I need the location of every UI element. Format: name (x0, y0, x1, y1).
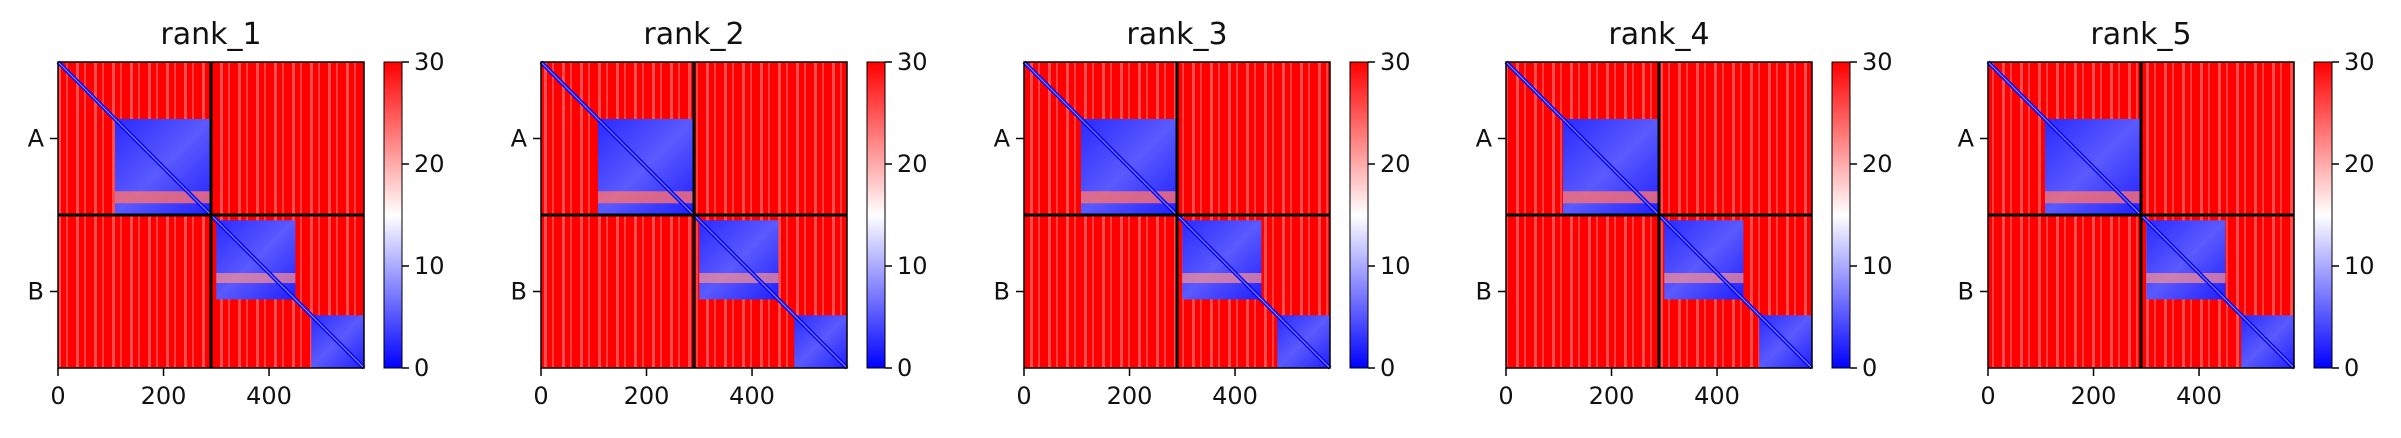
panel-title: rank_2 (643, 17, 744, 52)
domain-band-a (2044, 191, 2141, 204)
domain-band-a (1562, 191, 1659, 204)
panel-title: rank_5 (2090, 17, 2191, 52)
colorbar-tick-label: 10 (1862, 252, 1893, 280)
x-tick-label: 400 (246, 382, 292, 410)
colorbar (2313, 61, 2333, 369)
colorbar-tick-label: 10 (897, 252, 928, 280)
domain-band-b1 (2146, 273, 2226, 284)
chain-label-a: A (511, 125, 528, 153)
chain-label-a: A (28, 125, 45, 153)
colorbar-tick-label: 20 (897, 150, 928, 178)
colorbar-tick-label: 10 (1380, 252, 1411, 280)
heatmap-frame (1987, 61, 2295, 369)
x-tick-label: 400 (2176, 382, 2222, 410)
colorbar-tick-label: 0 (897, 354, 912, 382)
panel-title: rank_1 (160, 17, 261, 52)
colorbar-tick-label: 30 (1380, 48, 1411, 76)
colorbar-tick-label: 0 (414, 354, 429, 382)
colorbar-tick-label: 0 (1380, 354, 1395, 382)
colorbar-tick-label: 0 (2344, 354, 2359, 382)
domain-band-a (597, 191, 694, 204)
colorbar-tick-label: 20 (1380, 150, 1411, 178)
colorbar-tick-label: 30 (2344, 48, 2375, 76)
colorbar (1349, 61, 1369, 369)
domain-band-b1 (216, 273, 296, 284)
colorbar-tick-label: 20 (1862, 150, 1893, 178)
x-tick-label: 0 (1016, 382, 1031, 410)
panel-4: rank_4 A B 0 200 400 0 10 20 30 (1476, 17, 1893, 410)
chain-label-b: B (1476, 278, 1492, 306)
colorbar-tick-label: 0 (1862, 354, 1877, 382)
chain-label-b: B (28, 278, 44, 306)
domain-band-b1 (1182, 273, 1262, 284)
heatmap-frame (540, 61, 848, 369)
colorbar-tick-label: 20 (414, 150, 445, 178)
x-tick-label: 0 (533, 382, 548, 410)
panel-1: rank_1 A B 0 200 400 0 10 20 30 (28, 17, 445, 410)
colorbar-tick-label: 30 (1862, 48, 1893, 76)
x-tick-label: 0 (1980, 382, 1995, 410)
chain-label-a: A (1958, 125, 1975, 153)
domain-band-a (114, 191, 211, 204)
panel-2: rank_2 A B 0 200 400 0 10 20 30 (511, 17, 928, 410)
colorbar-tick-label: 10 (414, 252, 445, 280)
colorbar-tick-label: 30 (897, 48, 928, 76)
colorbar-tick-label: 30 (414, 48, 445, 76)
panel-5: rank_5 A B 0 200 400 0 10 20 30 (1958, 17, 2375, 410)
x-tick-label: 400 (1212, 382, 1258, 410)
domain-band-b1 (1664, 273, 1744, 284)
chain-label-a: A (994, 125, 1011, 153)
x-tick-label: 0 (50, 382, 65, 410)
chain-label-b: B (994, 278, 1010, 306)
colorbar-tick-label: 20 (2344, 150, 2375, 178)
colorbar (866, 61, 886, 369)
x-tick-label: 400 (729, 382, 775, 410)
domain-band-b1 (699, 273, 779, 284)
x-tick-label: 0 (1498, 382, 1513, 410)
colorbar (1831, 61, 1851, 369)
x-tick-label: 400 (1694, 382, 1740, 410)
chain-label-b: B (1958, 278, 1974, 306)
x-tick-label: 200 (624, 382, 670, 410)
heatmap-frame (1023, 61, 1331, 369)
x-tick-label: 200 (1107, 382, 1153, 410)
chain-label-a: A (1476, 125, 1493, 153)
heatmap-frame (57, 61, 365, 369)
heatmap-frame (1505, 61, 1813, 369)
x-tick-label: 200 (2071, 382, 2117, 410)
panel-3: rank_3 A B 0 200 400 0 10 20 30 (994, 17, 1411, 410)
panel-title: rank_4 (1608, 17, 1709, 52)
colorbar (383, 61, 403, 369)
panel-title: rank_3 (1126, 17, 1227, 52)
x-tick-label: 200 (141, 382, 187, 410)
chain-label-b: B (511, 278, 527, 306)
x-tick-label: 200 (1589, 382, 1635, 410)
domain-band-a (1080, 191, 1177, 204)
colorbar-tick-label: 10 (2344, 252, 2375, 280)
